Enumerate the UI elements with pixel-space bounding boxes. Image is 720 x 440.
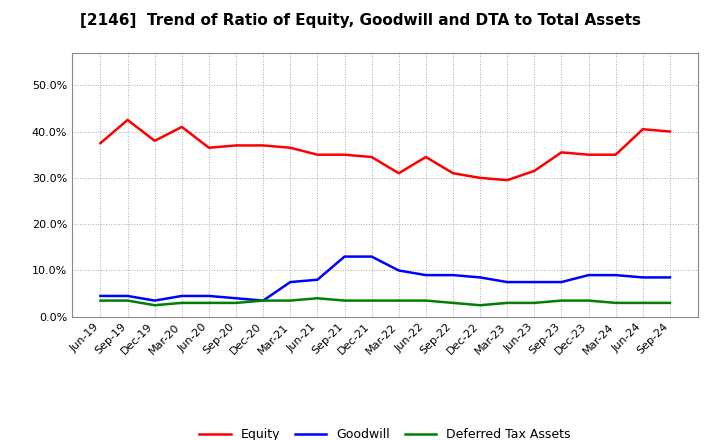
Goodwill xyxy=(313,277,322,282)
Goodwill xyxy=(123,293,132,299)
Goodwill xyxy=(421,272,430,278)
Equity xyxy=(178,124,186,129)
Deferred Tax Assets xyxy=(639,300,647,305)
Goodwill xyxy=(259,298,268,303)
Deferred Tax Assets xyxy=(557,298,566,303)
Goodwill xyxy=(178,293,186,299)
Equity xyxy=(286,145,294,150)
Equity xyxy=(232,143,240,148)
Goodwill xyxy=(367,254,376,259)
Goodwill xyxy=(286,279,294,285)
Equity xyxy=(665,129,674,134)
Equity xyxy=(204,145,213,150)
Deferred Tax Assets xyxy=(421,298,430,303)
Equity xyxy=(449,171,457,176)
Deferred Tax Assets xyxy=(204,300,213,305)
Deferred Tax Assets xyxy=(611,300,620,305)
Deferred Tax Assets xyxy=(584,298,593,303)
Text: [2146]  Trend of Ratio of Equity, Goodwill and DTA to Total Assets: [2146] Trend of Ratio of Equity, Goodwil… xyxy=(79,13,641,28)
Goodwill xyxy=(476,275,485,280)
Equity xyxy=(123,117,132,123)
Equity xyxy=(341,152,349,158)
Equity xyxy=(557,150,566,155)
Deferred Tax Assets xyxy=(286,298,294,303)
Goodwill xyxy=(232,296,240,301)
Equity xyxy=(530,168,539,173)
Deferred Tax Assets xyxy=(530,300,539,305)
Deferred Tax Assets xyxy=(341,298,349,303)
Deferred Tax Assets xyxy=(259,298,268,303)
Deferred Tax Assets xyxy=(123,298,132,303)
Equity xyxy=(476,175,485,180)
Goodwill xyxy=(665,275,674,280)
Equity xyxy=(313,152,322,158)
Line: Equity: Equity xyxy=(101,120,670,180)
Equity xyxy=(503,177,511,183)
Equity xyxy=(367,154,376,160)
Deferred Tax Assets xyxy=(313,296,322,301)
Deferred Tax Assets xyxy=(395,298,403,303)
Deferred Tax Assets xyxy=(665,300,674,305)
Goodwill xyxy=(449,272,457,278)
Goodwill xyxy=(639,275,647,280)
Equity xyxy=(259,143,268,148)
Equity xyxy=(611,152,620,158)
Deferred Tax Assets xyxy=(232,300,240,305)
Goodwill xyxy=(557,279,566,285)
Line: Deferred Tax Assets: Deferred Tax Assets xyxy=(101,298,670,305)
Equity xyxy=(584,152,593,158)
Goodwill xyxy=(395,268,403,273)
Line: Goodwill: Goodwill xyxy=(101,257,670,301)
Equity xyxy=(395,171,403,176)
Goodwill xyxy=(503,279,511,285)
Goodwill xyxy=(204,293,213,299)
Goodwill xyxy=(584,272,593,278)
Equity xyxy=(421,154,430,160)
Deferred Tax Assets xyxy=(178,300,186,305)
Goodwill xyxy=(150,298,159,303)
Goodwill xyxy=(530,279,539,285)
Goodwill xyxy=(96,293,105,299)
Deferred Tax Assets xyxy=(367,298,376,303)
Goodwill xyxy=(341,254,349,259)
Equity xyxy=(150,138,159,143)
Equity xyxy=(96,140,105,146)
Deferred Tax Assets xyxy=(96,298,105,303)
Goodwill xyxy=(611,272,620,278)
Deferred Tax Assets xyxy=(449,300,457,305)
Equity xyxy=(639,127,647,132)
Deferred Tax Assets xyxy=(150,303,159,308)
Deferred Tax Assets xyxy=(476,303,485,308)
Legend: Equity, Goodwill, Deferred Tax Assets: Equity, Goodwill, Deferred Tax Assets xyxy=(194,423,576,440)
Deferred Tax Assets xyxy=(503,300,511,305)
